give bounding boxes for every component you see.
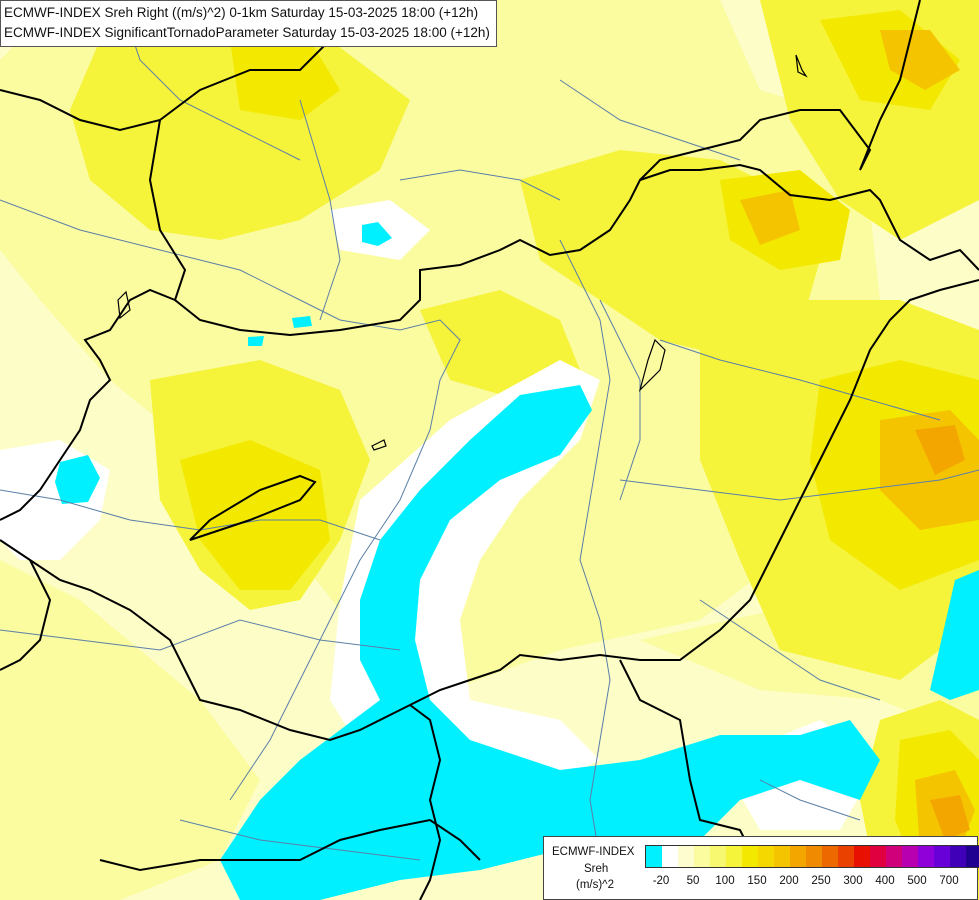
legend-tick-labels: -20 50 100 150 200 250 300 400 500 700 xyxy=(645,875,979,891)
map-title-box: ECMWF-INDEX Sreh Right ((m/s)^2) 0-1km S… xyxy=(0,0,497,47)
title-line-1: ECMWF-INDEX Sreh Right ((m/s)^2) 0-1km S… xyxy=(4,5,479,20)
legend-swatch xyxy=(742,846,758,867)
legend-swatch xyxy=(758,846,774,867)
legend-swatch xyxy=(950,846,966,867)
legend-swatch xyxy=(646,846,662,867)
shading-orange xyxy=(915,425,970,840)
legend-swatch xyxy=(934,846,950,867)
legend-swatch xyxy=(774,846,790,867)
legend-swatch xyxy=(886,846,902,867)
legend-swatch xyxy=(902,846,918,867)
shading-cyan xyxy=(55,222,979,900)
legend-tick: 500 xyxy=(907,875,927,887)
legend-product: ECMWF-INDEX xyxy=(552,846,635,858)
legend-swatch xyxy=(678,846,694,867)
legend-tick: 250 xyxy=(811,875,831,887)
rivers xyxy=(0,0,979,861)
title-line-2: ECMWF-INDEX SignificantTornadoParameter … xyxy=(4,25,490,40)
legend-swatch xyxy=(870,846,886,867)
legend-swatch xyxy=(662,846,678,867)
legend-tick: 200 xyxy=(779,875,799,887)
legend-tick: 700 xyxy=(939,875,959,887)
legend-swatch xyxy=(790,846,806,867)
legend-swatch xyxy=(838,846,854,867)
legend-tick: 100 xyxy=(715,875,735,887)
legend-tick: 150 xyxy=(747,875,767,887)
legend-swatch xyxy=(710,846,726,867)
legend-swatch xyxy=(822,846,838,867)
legend-variable: Sreh xyxy=(584,863,609,875)
legend-swatch xyxy=(694,846,710,867)
legend-swatch xyxy=(726,846,742,867)
legend-color-scale xyxy=(645,845,979,868)
legend-tick: 50 xyxy=(686,875,700,887)
legend-tick: 400 xyxy=(875,875,895,887)
legend-swatch xyxy=(854,846,870,867)
legend-tick: -20 xyxy=(652,875,670,887)
legend-unit: (m/s)^2 xyxy=(576,879,614,891)
legend-swatch xyxy=(966,846,979,867)
color-legend: ECMWF-INDEX Sreh (m/s)^2 -20 50 100 150 200 2… xyxy=(543,836,979,900)
legend-swatch xyxy=(918,846,934,867)
legend-tick: 300 xyxy=(843,875,863,887)
legend-swatch xyxy=(806,846,822,867)
